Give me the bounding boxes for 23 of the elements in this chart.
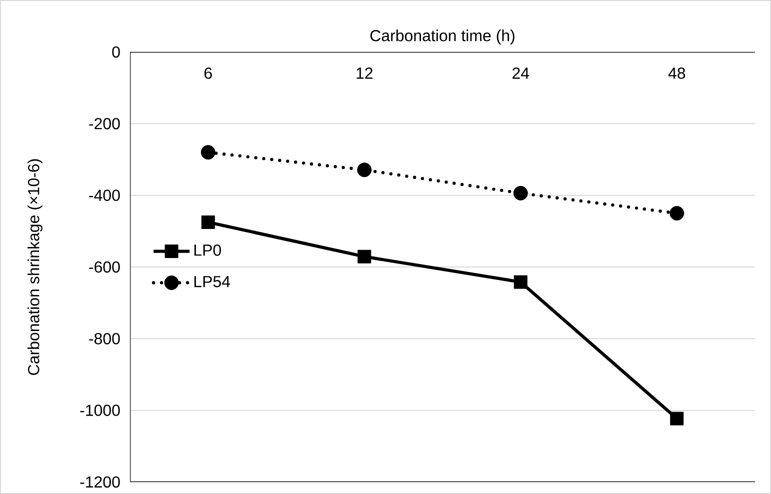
point [670, 412, 684, 426]
point [200, 145, 216, 160]
point [357, 162, 372, 178]
y-axis-title: Carbonation shrinkage (×10-6) [28, 159, 42, 375]
point [358, 250, 372, 264]
legend-label: LP0 [194, 244, 221, 256]
point [513, 186, 528, 200]
x-tick-label: 24 [512, 68, 530, 79]
x-tick-label: 48 [668, 68, 686, 79]
point [670, 206, 684, 220]
y-tick-label: -800 [89, 333, 120, 344]
y-tick-label: -1000 [80, 404, 120, 416]
y-tick-label: -400 [89, 190, 120, 201]
point [201, 215, 215, 229]
point [514, 275, 528, 289]
y-tick-label: -1200 [80, 476, 120, 488]
y-tick-label: -600 [89, 261, 120, 273]
x-axis-title: Carbonation time (h) [370, 30, 514, 44]
x-tick-label: 12 [356, 68, 372, 79]
y-tick-label: 0 [112, 46, 120, 58]
y-tick-label: -200 [89, 118, 120, 130]
legend-label: LP54 [194, 276, 230, 288]
x-tick-label: 6 [204, 68, 212, 79]
